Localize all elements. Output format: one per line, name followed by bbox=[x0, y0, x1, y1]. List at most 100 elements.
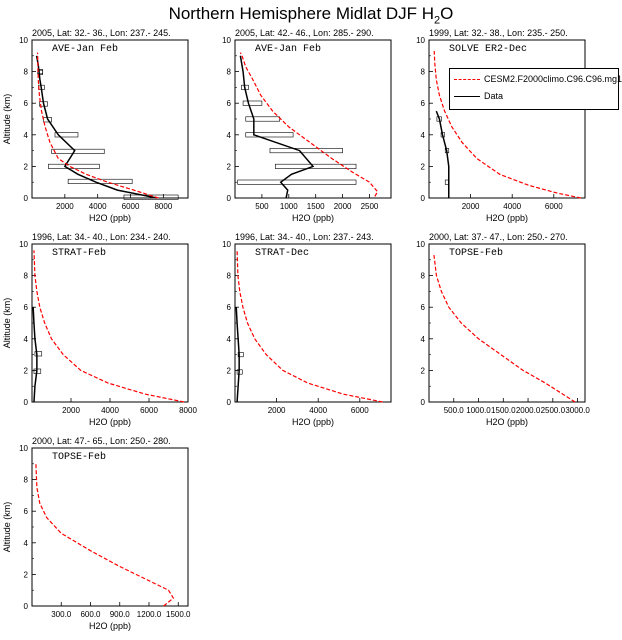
campaign-label: TOPSE-Feb bbox=[449, 247, 503, 259]
data-range-bar bbox=[51, 148, 105, 154]
x-axis-label: H2O (ppb) bbox=[292, 417, 334, 427]
y-tick-label: 2 bbox=[227, 366, 232, 375]
y-tick-label: 8 bbox=[227, 68, 232, 77]
x-tick-label: 3000.0 bbox=[565, 406, 590, 415]
campaign-label: SOLVE ER2-Dec bbox=[449, 44, 527, 55]
x-tick-label: 2500.0 bbox=[541, 406, 566, 415]
x-tick-label: 2000 bbox=[268, 406, 286, 415]
y-tick-label: 0 bbox=[421, 398, 426, 407]
data-range-bar bbox=[245, 116, 280, 122]
y-tick-label: 10 bbox=[416, 36, 425, 45]
panel-header: 2000, Lat: 37.- 47., Lon: 250.- 270. bbox=[429, 232, 568, 242]
panel-header: 2000, Lat: 47.- 65., Lon: 250.- 280. bbox=[32, 436, 171, 446]
x-tick-label: 2000.0 bbox=[516, 406, 541, 415]
y-axis-label: Altitude (km) bbox=[2, 502, 12, 553]
y-tick-label: 10 bbox=[19, 240, 28, 249]
legend-entry-data: Data bbox=[450, 90, 618, 104]
model-profile-line bbox=[33, 250, 185, 403]
y-tick-label: 6 bbox=[24, 303, 29, 312]
y-tick-label: 6 bbox=[24, 99, 29, 108]
data-range-bar bbox=[48, 163, 100, 169]
legend-model-label: CESM2.F2000climo.C96.C96.mg17 bbox=[484, 74, 622, 84]
y-tick-label: 4 bbox=[421, 335, 426, 344]
data-profile-line bbox=[435, 110, 450, 198]
y-tick-label: 0 bbox=[421, 194, 426, 203]
y-tick-label: 0 bbox=[24, 602, 29, 611]
x-axis-label: H2O (ppb) bbox=[89, 213, 131, 223]
x-tick-label: 1500.0 bbox=[491, 406, 516, 415]
y-tick-label: 4 bbox=[227, 335, 232, 344]
model-profile-line bbox=[239, 52, 379, 197]
y-tick-label: 8 bbox=[24, 272, 29, 281]
y-tick-label: 2 bbox=[24, 570, 29, 579]
y-tick-label: 2 bbox=[421, 162, 426, 171]
x-axis-label: H2O (ppb) bbox=[89, 621, 131, 631]
plot-frame bbox=[31, 39, 189, 199]
y-tick-label: 0 bbox=[227, 194, 232, 203]
data-range-bar bbox=[237, 352, 244, 358]
y-axis-label: Altitude (km) bbox=[2, 94, 12, 145]
campaign-label: AVE-Jan Feb bbox=[52, 43, 118, 55]
model-profile-line bbox=[433, 51, 581, 199]
campaign-label: STRAT-Dec bbox=[255, 248, 309, 259]
y-tick-label: 6 bbox=[421, 303, 426, 312]
x-tick-label: 2000 bbox=[56, 202, 74, 211]
legend-data-label: Data bbox=[484, 91, 504, 101]
y-tick-label: 2 bbox=[227, 162, 232, 171]
data-profile-line bbox=[235, 307, 240, 403]
x-tick-label: 4000 bbox=[309, 406, 327, 415]
plot-frame bbox=[428, 39, 586, 199]
panel-header: 1999, Lat: 32.- 38., Lon: 235.- 250. bbox=[429, 28, 568, 38]
y-tick-label: 6 bbox=[421, 99, 426, 108]
y-tick-label: 4 bbox=[24, 539, 29, 548]
y-tick-label: 4 bbox=[24, 335, 29, 344]
y-tick-label: 4 bbox=[24, 131, 29, 140]
y-tick-label: 8 bbox=[24, 476, 29, 485]
y-tick-label: 6 bbox=[227, 303, 232, 312]
y-tick-label: 8 bbox=[24, 68, 29, 77]
y-axis-label: Altitude (km) bbox=[2, 298, 12, 349]
x-tick-label: 1000 bbox=[280, 202, 298, 211]
campaign-label: TOPSE-Feb bbox=[52, 451, 106, 463]
figure-title: Northern Hemisphere Midlat DJF H2O bbox=[168, 4, 454, 27]
data-range-bar bbox=[237, 179, 357, 185]
x-tick-label: 1500 bbox=[307, 202, 325, 211]
data-range-bar bbox=[275, 163, 357, 169]
y-tick-label: 8 bbox=[421, 272, 426, 281]
plot-frame bbox=[428, 243, 586, 403]
y-tick-label: 10 bbox=[19, 36, 28, 45]
campaign-label: AVE-Jan Feb bbox=[255, 43, 321, 55]
y-tick-label: 10 bbox=[222, 240, 231, 249]
x-tick-label: 6000 bbox=[140, 406, 158, 415]
data-range-bar bbox=[242, 100, 263, 106]
x-tick-label: 8000 bbox=[179, 406, 197, 415]
y-tick-label: 4 bbox=[227, 131, 232, 140]
plot-frame bbox=[234, 39, 392, 199]
x-tick-label: 600.0 bbox=[80, 610, 101, 619]
x-axis-label: H2O (ppb) bbox=[486, 417, 528, 427]
y-tick-label: 6 bbox=[24, 507, 29, 516]
model-profile-line bbox=[236, 250, 383, 403]
data-profile-line bbox=[35, 55, 157, 199]
model-profile-line bbox=[35, 463, 175, 607]
model-profile-line bbox=[433, 254, 576, 403]
y-tick-label: 8 bbox=[227, 272, 232, 281]
legend-model-swatch bbox=[454, 79, 480, 80]
campaign-label: STRAT-Feb bbox=[52, 247, 106, 259]
x-tick-label: 2000 bbox=[334, 202, 352, 211]
x-tick-label: 2000 bbox=[62, 406, 80, 415]
y-tick-label: 10 bbox=[222, 36, 231, 45]
y-tick-label: 0 bbox=[227, 398, 232, 407]
data-range-bar bbox=[34, 351, 43, 357]
plot-frame bbox=[234, 243, 392, 403]
x-tick-label: 1500.0 bbox=[166, 610, 191, 619]
data-range-bar bbox=[54, 132, 79, 138]
x-tick-label: 500.0 bbox=[444, 406, 465, 415]
x-tick-label: 2500 bbox=[361, 202, 379, 211]
x-tick-label: 1000.0 bbox=[466, 406, 491, 415]
x-axis-label: H2O (ppb) bbox=[292, 213, 334, 223]
x-tick-label: 4000 bbox=[89, 202, 107, 211]
panel-header: 2005, Lat: 32.- 36., Lon: 237.- 245. bbox=[32, 28, 171, 38]
x-tick-label: 300.0 bbox=[51, 610, 72, 619]
